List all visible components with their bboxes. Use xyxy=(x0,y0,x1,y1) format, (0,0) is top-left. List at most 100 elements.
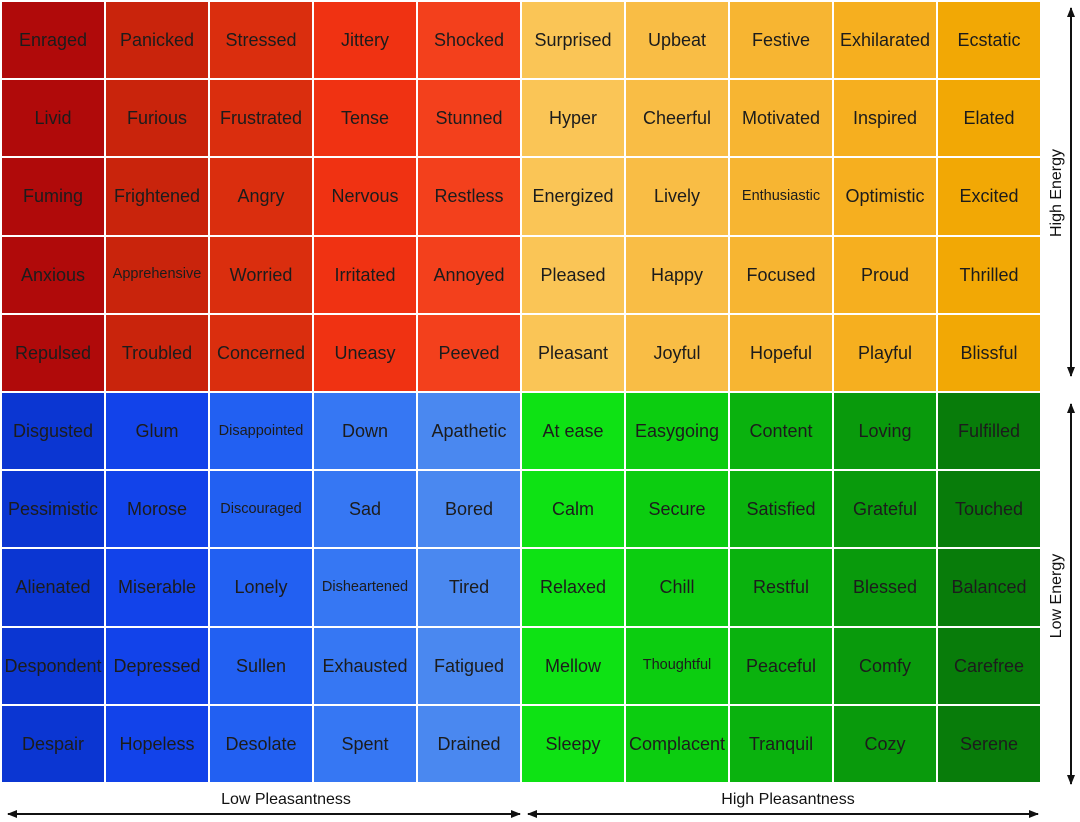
mood-cell: Comfy xyxy=(834,627,936,704)
mood-cell: Despair xyxy=(2,705,104,782)
mood-cell: Glum xyxy=(106,393,208,470)
mood-cell: Anxious xyxy=(2,236,104,313)
mood-cell: Restful xyxy=(730,549,832,626)
high-energy-label: High Energy xyxy=(1048,148,1065,238)
mood-cell: Thrilled xyxy=(938,236,1040,313)
mood-cell: Despondent xyxy=(2,627,104,704)
mood-cell: Repulsed xyxy=(2,314,104,391)
mood-cell: Bored xyxy=(418,471,520,548)
mood-cell: Complacent xyxy=(626,705,728,782)
low-energy-label: Low Energy xyxy=(1048,553,1065,639)
mood-cell: Blissful xyxy=(938,314,1040,391)
mood-cell: Alienated xyxy=(2,549,104,626)
mood-cell: Carefree xyxy=(938,627,1040,704)
mood-cell: Discouraged xyxy=(210,471,312,548)
mood-cell: Chill xyxy=(626,549,728,626)
mood-cell: Furious xyxy=(106,80,208,157)
mood-cell: Sad xyxy=(314,471,416,548)
mood-cell: Lonely xyxy=(210,549,312,626)
mood-cell: Desolate xyxy=(210,705,312,782)
mood-cell: Sullen xyxy=(210,627,312,704)
mood-cell: Stunned xyxy=(418,80,520,157)
mood-cell: Secure xyxy=(626,471,728,548)
mood-cell: Inspired xyxy=(834,80,936,157)
mood-cell: Peaceful xyxy=(730,627,832,704)
mood-cell: Frustrated xyxy=(210,80,312,157)
mood-cell: Peeved xyxy=(418,314,520,391)
mood-cell: Worried xyxy=(210,236,312,313)
mood-cell: Blessed xyxy=(834,549,936,626)
mood-cell: Fulfilled xyxy=(938,393,1040,470)
mood-cell: Tranquil xyxy=(730,705,832,782)
mood-cell: Motivated xyxy=(730,80,832,157)
mood-cell: Frightened xyxy=(106,158,208,235)
mood-cell: Thoughtful xyxy=(626,627,728,704)
mood-cell: Disheartened xyxy=(314,549,416,626)
mood-cell: Restless xyxy=(418,158,520,235)
mood-cell: Optimistic xyxy=(834,158,936,235)
mood-cell: Touched xyxy=(938,471,1040,548)
mood-cell: Panicked xyxy=(106,2,208,79)
mood-cell: Enthusiastic xyxy=(730,158,832,235)
mood-cell: Annoyed xyxy=(418,236,520,313)
mood-cell: Miserable xyxy=(106,549,208,626)
mood-cell: Cheerful xyxy=(626,80,728,157)
mood-cell: Sleepy xyxy=(522,705,624,782)
mood-cell: Spent xyxy=(314,705,416,782)
mood-cell: Irritated xyxy=(314,236,416,313)
mood-cell: Upbeat xyxy=(626,2,728,79)
mood-cell: Grateful xyxy=(834,471,936,548)
mood-cell: Angry xyxy=(210,158,312,235)
mood-cell: Nervous xyxy=(314,158,416,235)
mood-cell: Drained xyxy=(418,705,520,782)
mood-cell: Apathetic xyxy=(418,393,520,470)
mood-cell: Morose xyxy=(106,471,208,548)
mood-cell: Pleasant xyxy=(522,314,624,391)
mood-cell: Enraged xyxy=(2,2,104,79)
mood-cell: Excited xyxy=(938,158,1040,235)
mood-cell: Tense xyxy=(314,80,416,157)
mood-cell: Fuming xyxy=(2,158,104,235)
low-pleasantness-label: Low Pleasantness xyxy=(221,791,351,808)
mood-cell: Jittery xyxy=(314,2,416,79)
mood-cell: Stressed xyxy=(210,2,312,79)
mood-cell: Balanced xyxy=(938,549,1040,626)
mood-cell: Exhausted xyxy=(314,627,416,704)
mood-cell: Satisfied xyxy=(730,471,832,548)
mood-cell: Relaxed xyxy=(522,549,624,626)
mood-cell: Content xyxy=(730,393,832,470)
mood-cell: Pessimistic xyxy=(2,471,104,548)
mood-cell: Depressed xyxy=(106,627,208,704)
mood-cell: Hopeless xyxy=(106,705,208,782)
mood-cell: At ease xyxy=(522,393,624,470)
mood-cell: Loving xyxy=(834,393,936,470)
mood-cell: Festive xyxy=(730,2,832,79)
mood-cell: Troubled xyxy=(106,314,208,391)
mood-cell: Proud xyxy=(834,236,936,313)
mood-cell: Surprised xyxy=(522,2,624,79)
mood-cell: Fatigued xyxy=(418,627,520,704)
mood-cell: Easygoing xyxy=(626,393,728,470)
mood-cell: Energized xyxy=(522,158,624,235)
mood-cell: Uneasy xyxy=(314,314,416,391)
mood-cell: Happy xyxy=(626,236,728,313)
mood-cell: Disgusted xyxy=(2,393,104,470)
mood-cell: Mellow xyxy=(522,627,624,704)
mood-cell: Livid xyxy=(2,80,104,157)
mood-cell: Cozy xyxy=(834,705,936,782)
mood-cell: Elated xyxy=(938,80,1040,157)
mood-cell: Concerned xyxy=(210,314,312,391)
mood-meter-grid: Enraged Panicked Stressed Jittery Shocked Sur… xyxy=(2,2,1042,784)
mood-cell: Ecstatic xyxy=(938,2,1040,79)
mood-cell: Disappointed xyxy=(210,393,312,470)
mood-cell: Exhilarated xyxy=(834,2,936,79)
mood-cell: Hopeful xyxy=(730,314,832,391)
mood-cell: Hyper xyxy=(522,80,624,157)
mood-cell: Apprehensive xyxy=(106,236,208,313)
mood-cell: Lively xyxy=(626,158,728,235)
mood-cell: Calm xyxy=(522,471,624,548)
mood-cell: Serene xyxy=(938,705,1040,782)
mood-cell: Playful xyxy=(834,314,936,391)
mood-cell: Focused xyxy=(730,236,832,313)
